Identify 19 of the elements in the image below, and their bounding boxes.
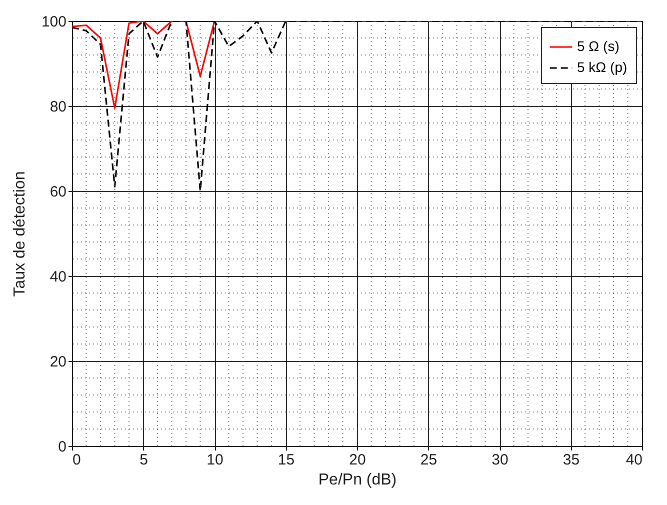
legend-label: 5 Ω (s) <box>577 38 620 54</box>
x-tick-label: 30 <box>492 452 508 468</box>
x-tick-label: 20 <box>349 452 366 468</box>
x-tick-label: 25 <box>420 452 438 468</box>
x-axis-title: Pe/Pn (dB) <box>318 472 397 488</box>
x-tick-label: 10 <box>206 452 224 468</box>
x-tick-label: 0 <box>72 452 81 468</box>
y-tick-label: 60 <box>50 184 66 200</box>
y-tick-label: 0 <box>58 438 66 456</box>
y-tick-label: 80 <box>50 98 66 116</box>
y-tick-label: 20 <box>50 354 66 370</box>
x-tick-label: 5 <box>140 452 148 468</box>
y-tick-label: 100 <box>41 14 66 30</box>
y-axis-title: Taux de détection <box>11 171 28 297</box>
x-tick-label: 15 <box>278 452 295 468</box>
legend-label: 5 kΩ (p) <box>577 59 628 75</box>
x-tick-label: 35 <box>562 452 580 468</box>
x-tick-label: 40 <box>626 452 642 468</box>
y-tick-label: 40 <box>50 268 66 286</box>
